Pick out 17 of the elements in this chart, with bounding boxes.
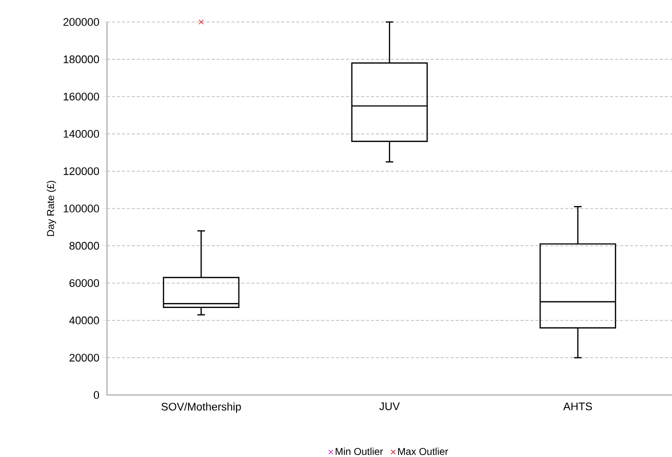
y-tick-label: 80000 [69,242,100,250]
x-tick-label: SOV/Mothership [161,402,241,413]
x-tick-label: JUV [379,402,400,410]
y-tick-label: 160000 [64,92,100,100]
y-axis-title: Day Rate (£) [46,180,56,236]
y-tick-label: 40000 [69,316,100,324]
y-tick-label: 0 [94,391,100,399]
y-tick-label: 20000 [70,354,100,362]
legend-label: Max Outlier [398,448,448,455]
y-tick-label: 180000 [64,55,100,64]
y-tick-label: 100000 [64,204,100,212]
x-tick-label: AHTS [563,402,592,410]
y-tick-label: 120000 [64,167,100,176]
y-tick-label: 60000 [70,279,100,287]
legend-label: Min Outlier [336,448,383,455]
y-tick-label: 200000 [63,18,100,26]
y-tick-label: 140000 [64,130,100,138]
